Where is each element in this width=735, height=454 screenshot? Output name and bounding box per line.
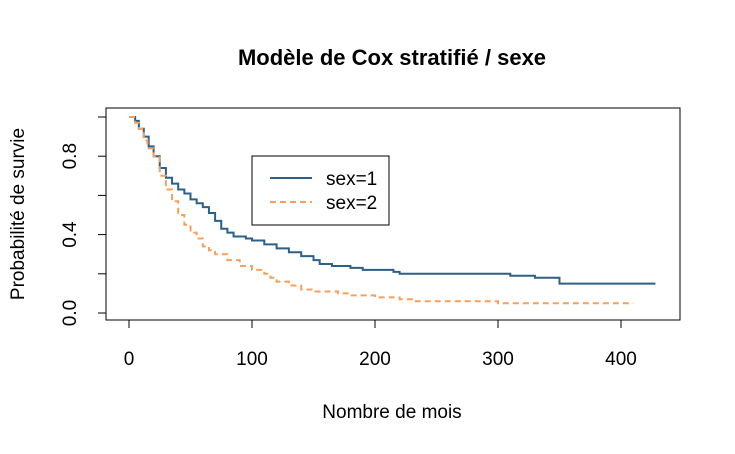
- x-tick-label: 300: [482, 349, 514, 370]
- chart-title: Modèle de Cox stratifié / sexe: [238, 45, 546, 70]
- y-axis: 0.0 0.4 0.8: [60, 116, 107, 326]
- plot-frame: [105, 107, 681, 321]
- x-axis: 0 100 200 300 400: [124, 319, 637, 370]
- x-tick-label: 200: [359, 349, 391, 370]
- series-layer: [129, 116, 656, 305]
- legend-label-1: sex=1: [326, 169, 377, 190]
- x-tick-label: 400: [605, 349, 637, 370]
- legend-label-2: sex=2: [326, 193, 377, 214]
- y-axis-label: Probabilité de survie: [8, 128, 29, 300]
- x-axis-label: Nombre de mois: [322, 402, 461, 423]
- series-line-2: [129, 116, 634, 305]
- legend-box: [251, 155, 390, 226]
- y-tick-label: 0.4: [60, 221, 81, 248]
- y-tick-label: 0.8: [60, 143, 81, 169]
- x-tick-label: 100: [236, 349, 268, 370]
- series-line-1: [129, 116, 656, 285]
- legend: sex=1 sex=2: [251, 155, 390, 226]
- y-tick-label: 0.0: [60, 300, 81, 326]
- x-tick-label: 0: [124, 349, 135, 370]
